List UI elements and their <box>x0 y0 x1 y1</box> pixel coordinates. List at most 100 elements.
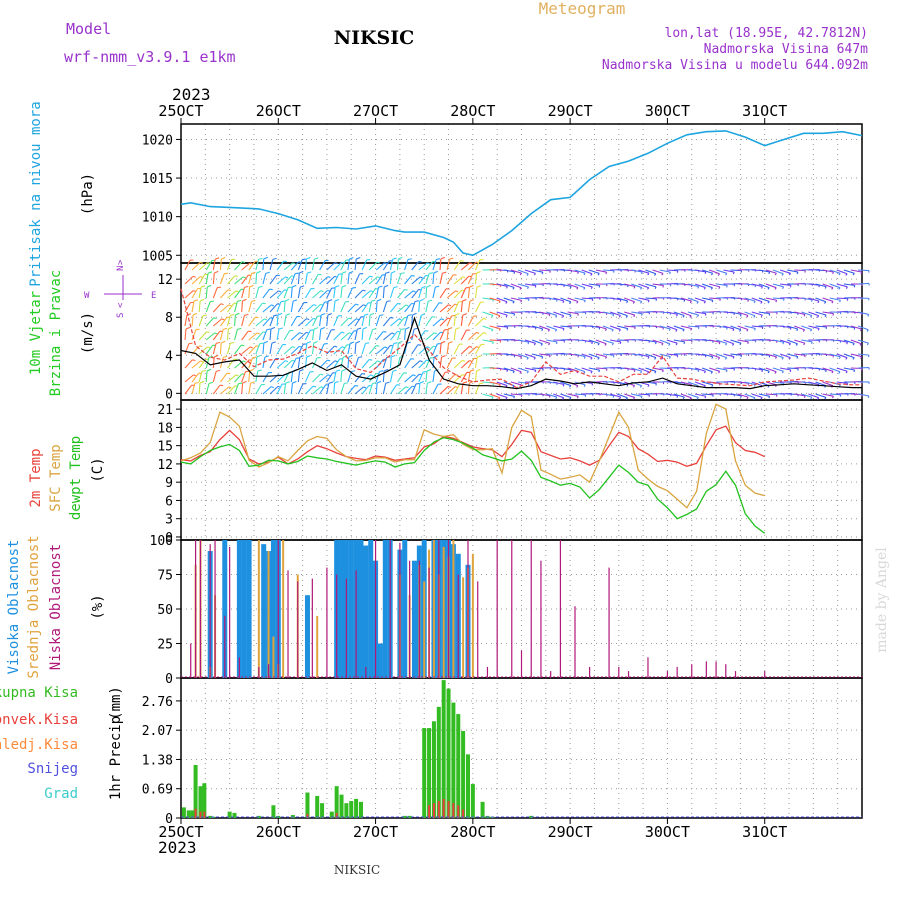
mid-cloud-bar <box>442 546 445 678</box>
wind-barb-shaft <box>354 357 359 369</box>
mid-cloud-bar <box>257 540 260 678</box>
wind-barb-flag <box>383 368 389 372</box>
precip-legend-entry: Konvek.Kisa <box>0 712 78 728</box>
wind-barb-shaft <box>425 357 431 369</box>
wind-barb-flag <box>313 327 319 330</box>
total-precip-bar <box>344 803 349 818</box>
wind-barb-shaft <box>404 303 412 313</box>
wind-barb-flag <box>555 341 558 345</box>
wind-barb-flag <box>469 380 474 384</box>
wind-barb-shaft <box>191 372 200 383</box>
wind-barb-flag <box>341 368 346 372</box>
wind-barb-shaft <box>389 356 392 369</box>
x-tick-label-bottom: 28OCT <box>450 823 495 841</box>
wind-barb-flag <box>838 287 841 290</box>
wind-barb-shaft <box>645 269 656 275</box>
wind-barb-flag <box>407 314 412 317</box>
wind-barb-flag <box>448 326 453 330</box>
wind-barb-shaft <box>531 325 543 330</box>
wind-barb-flag <box>591 383 594 386</box>
wind-barb-flag <box>328 381 334 384</box>
y-tick-label: 25 <box>157 638 173 653</box>
wind-barb-shaft <box>411 314 414 327</box>
wind-barb-flag <box>228 304 232 307</box>
wind-barb-flag <box>383 284 389 288</box>
wind-barb-shaft <box>758 269 770 273</box>
wind-barb-shaft <box>496 283 508 287</box>
wind-barb-flag <box>426 346 430 349</box>
wind-barb-shaft <box>227 385 236 395</box>
wind-barb-shaft <box>595 353 607 358</box>
wind-barb-shaft <box>609 339 621 343</box>
wind-barb-shaft <box>347 259 350 271</box>
wind-barb-shaft <box>418 371 424 383</box>
x-tick-label-bottom: 29OCT <box>548 823 593 841</box>
wind-barb-shaft <box>652 339 664 344</box>
wind-barb-flag <box>386 300 391 303</box>
wind-barb-shaft <box>319 329 322 341</box>
conv-precip-bar <box>203 811 206 818</box>
wind-barb-flag <box>271 304 275 307</box>
wind-barb-flag <box>300 285 305 288</box>
wind-barb-shaft <box>262 317 271 327</box>
wind-barb-flag <box>852 272 855 276</box>
wind-barb-flag <box>369 358 373 361</box>
wind-barb-shaft <box>191 261 201 271</box>
wind-barb-flag <box>604 328 607 332</box>
wind-barb-flag <box>278 290 282 293</box>
wind-barb-shaft <box>219 273 225 285</box>
wind-barb-shaft <box>631 297 642 302</box>
wind-barb-shaft <box>723 339 734 345</box>
wind-barb-flag <box>221 318 225 321</box>
wind-barb-shaft <box>418 287 423 299</box>
wind-barb-flag <box>250 381 255 384</box>
wind-barb-shaft <box>354 304 364 313</box>
wind-barb-shaft <box>539 393 551 397</box>
wind-barb-flag <box>433 270 438 274</box>
wind-barb-flag <box>732 271 735 275</box>
wind-barb-flag <box>363 386 367 389</box>
wind-barb-shaft <box>326 287 333 299</box>
wind-barb-flag <box>320 386 324 389</box>
wind-barb-shaft <box>588 325 600 329</box>
wind-barb-flag <box>717 273 720 276</box>
wind-barb-shaft <box>382 317 391 327</box>
wind-barb-shaft <box>765 269 777 274</box>
wind-barb-shaft <box>361 328 364 341</box>
wind-barb-shaft <box>184 374 194 383</box>
high-cloud-bar <box>358 540 364 678</box>
wind-barb-flag <box>185 326 191 330</box>
wind-barb-shaft <box>354 259 357 271</box>
wind-barb-shaft <box>772 381 784 384</box>
wind-barb-flag <box>866 329 869 332</box>
wind-barb-shaft <box>694 311 707 315</box>
wind-barb-shaft <box>609 311 621 316</box>
conv-precip-bar <box>428 805 431 818</box>
wind-barb-shaft <box>744 297 756 302</box>
low-cloud-bar <box>764 671 766 678</box>
x-tick-label-top: 28OCT <box>450 102 495 120</box>
wind-barb-shaft <box>475 318 484 327</box>
wind-barb-shaft <box>631 393 643 397</box>
total-precip-bar <box>446 688 451 818</box>
wind-barb-flag <box>633 369 636 373</box>
wind-barb-shaft <box>375 315 381 327</box>
y-tick-label: 9 <box>165 476 173 491</box>
compass-w: W <box>84 291 90 301</box>
wind-barb-shaft <box>836 297 848 300</box>
wind-barb-flag <box>342 271 347 274</box>
wind-barb-shaft <box>212 318 223 327</box>
wind-barb-shaft <box>673 311 685 317</box>
wind-barb-shaft <box>446 315 452 327</box>
wind-barb-flag <box>576 287 579 290</box>
wind-barb-shaft <box>319 289 328 299</box>
wind-barb-shaft <box>787 269 799 273</box>
wind-barb-shaft <box>198 274 206 285</box>
wind-barb-shaft <box>737 339 749 343</box>
wind-barb-flag <box>361 372 366 375</box>
wind-barb-shaft <box>262 288 270 299</box>
wind-barb-flag <box>675 342 678 346</box>
wind-barb-shaft <box>297 318 307 327</box>
wind-barb-shaft <box>694 381 706 387</box>
